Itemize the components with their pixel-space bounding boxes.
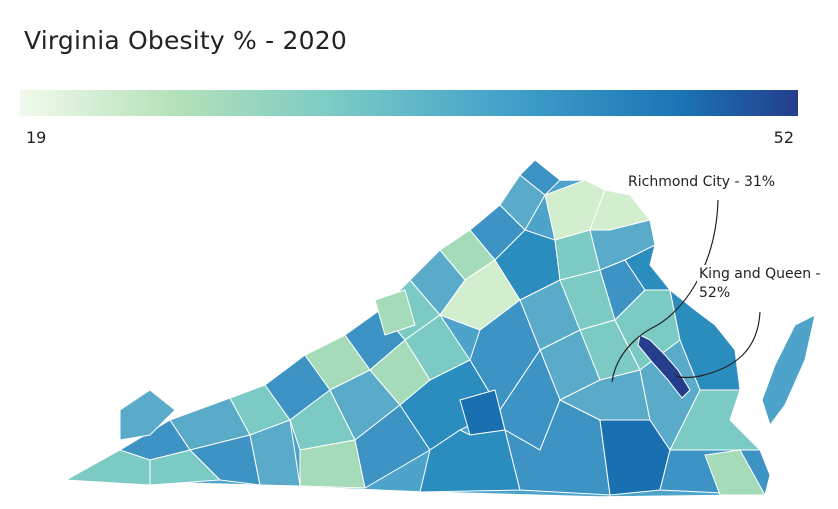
- chart-title: Virginia Obesity % - 2020: [24, 26, 347, 55]
- legend-max-label: 52: [773, 128, 794, 147]
- annotation-richmond-city: Richmond City - 31%: [626, 173, 778, 192]
- king-and-queen-leader-line: [675, 311, 761, 379]
- county-region: [624, 244, 672, 291]
- county-regions: [64, 159, 771, 496]
- county-region: [119, 389, 176, 441]
- county-region: [519, 159, 561, 196]
- county-region: [374, 289, 416, 336]
- county-king-and-queen: [637, 334, 691, 399]
- color-scale-bar: [20, 90, 798, 116]
- virginia-choropleth-map: [63, 158, 816, 498]
- eastern-shore: [761, 314, 816, 427]
- richmond-leader-line: [611, 199, 719, 383]
- county-region: [669, 288, 741, 391]
- annotation-king-and-queen: King and Queen - 52%: [697, 265, 833, 303]
- legend-min-label: 19: [26, 128, 47, 147]
- county-region: [704, 449, 766, 496]
